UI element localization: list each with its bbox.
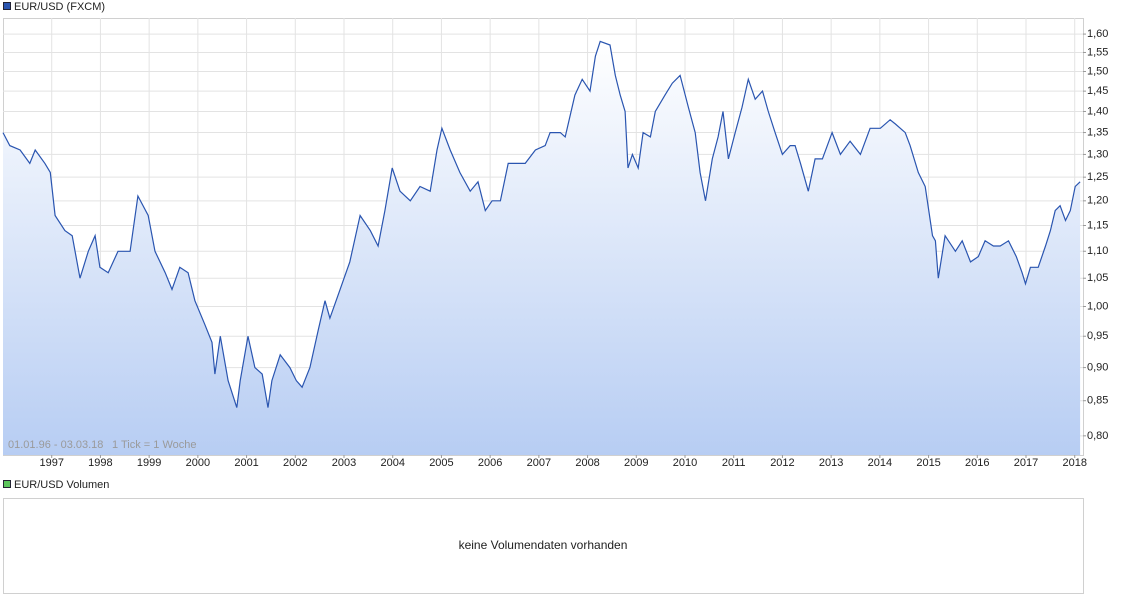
y-tick-label: 1,10: [1087, 245, 1108, 257]
y-tick-label: 1,30: [1087, 148, 1108, 160]
area-fill: [3, 41, 1081, 456]
legend-label: EUR/USD (FXCM): [14, 1, 105, 13]
y-tick-label: 1,35: [1087, 126, 1108, 138]
x-tick-label: 2010: [673, 457, 697, 469]
legend-label: EUR/USD Volumen: [14, 479, 109, 491]
y-tick-label: 1,20: [1087, 195, 1108, 207]
x-tick-label: 2003: [332, 457, 356, 469]
x-tick-label: 2016: [965, 457, 989, 469]
y-tick-label: 0,95: [1087, 330, 1108, 342]
legend-swatch: [3, 480, 11, 488]
y-tick-label: 0,80: [1087, 430, 1108, 442]
x-tick-label: 2011: [722, 457, 746, 469]
volume-frame: [3, 498, 1084, 594]
x-tick-label: 2008: [575, 457, 599, 469]
x-tick-label: 2012: [770, 457, 794, 469]
annotation: 01.01.96 - 03.03.18: [8, 439, 103, 451]
y-tick-label: 1,05: [1087, 272, 1108, 284]
x-tick-label: 2004: [380, 457, 404, 469]
y-tick-label: 1,00: [1087, 300, 1108, 312]
x-tick-label: 2005: [429, 457, 453, 469]
x-tick-label: 2013: [819, 457, 843, 469]
x-tick-label: 1998: [88, 457, 112, 469]
x-tick-label: 2001: [234, 457, 258, 469]
x-tick-label: 2006: [478, 457, 502, 469]
annotation: 1 Tick = 1 Woche: [112, 439, 196, 451]
x-tick-label: 2014: [868, 457, 892, 469]
y-tick-label: 1,60: [1087, 28, 1108, 40]
x-tick-label: 1999: [137, 457, 161, 469]
x-tick-label: 2018: [1062, 457, 1086, 469]
y-tick-label: 1,15: [1087, 219, 1108, 231]
x-tick-label: 2000: [186, 457, 210, 469]
y-tick-label: 1,55: [1087, 46, 1108, 58]
x-tick-label: 2002: [283, 457, 307, 469]
empty-message: keine Volumendaten vorhanden: [459, 538, 628, 552]
y-tick-label: 1,25: [1087, 171, 1108, 183]
x-tick-label: 2007: [527, 457, 551, 469]
x-tick-label: 1997: [39, 457, 63, 469]
legend-swatch: [3, 2, 11, 10]
y-tick-label: 1,45: [1087, 85, 1108, 97]
x-tick-label: 2009: [624, 457, 648, 469]
y-tick-label: 0,85: [1087, 395, 1108, 407]
x-tick-label: 2017: [1014, 457, 1038, 469]
y-tick-label: 1,50: [1087, 65, 1108, 77]
y-tick-label: 0,90: [1087, 361, 1108, 373]
y-tick-label: 1,40: [1087, 105, 1108, 117]
x-tick-label: 2015: [916, 457, 940, 469]
price-line: [2, 40, 1081, 408]
